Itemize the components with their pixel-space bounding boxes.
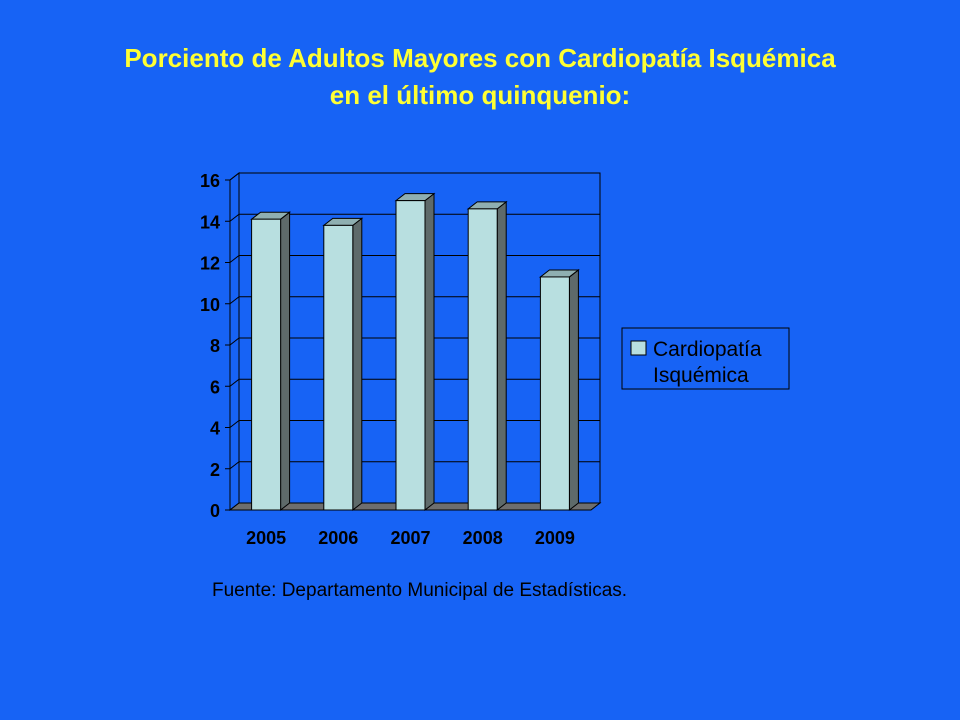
bar-side [568,268,579,512]
legend-label-line-1: Cardiopatía [653,338,762,361]
x-tick-label: 2005 [246,528,286,548]
gridline [229,172,600,181]
y-tick-label: 10 [200,295,220,315]
x-tick-label: 2007 [390,528,430,548]
y-tick-label: 2 [210,460,220,480]
y-tick-label: 14 [200,212,220,232]
title-line-1: Porciento de Adultos Mayores con Cardiop… [124,43,836,73]
bar [539,276,570,511]
bar [395,200,426,511]
x-tick-label: 2009 [535,528,575,548]
bar [467,208,498,511]
legend-box [621,327,790,390]
bar-side [280,211,291,512]
bar-side [424,192,435,512]
y-tick-label: 0 [210,501,220,521]
y-tick-label: 6 [210,377,220,397]
y-tick-label: 8 [210,336,220,356]
x-tick-label: 2008 [463,528,503,548]
source-note: Fuente: Departamento Municipal de Estadí… [212,580,628,601]
bar [323,224,354,511]
legend-label-line-2: Isquémica [653,364,749,387]
bar-side [352,217,363,512]
y-tick-label: 16 [200,171,220,191]
y-tick-label: 4 [210,419,220,439]
x-tick-label: 2006 [318,528,358,548]
bar [251,218,282,511]
bar-side [496,200,507,512]
slide-title: Porciento de Adultos Mayores con Cardiop… [0,40,960,114]
legend-swatch [630,340,647,356]
y-tick-label: 12 [200,254,220,274]
title-line-2: en el último quinquenio: [329,80,631,110]
